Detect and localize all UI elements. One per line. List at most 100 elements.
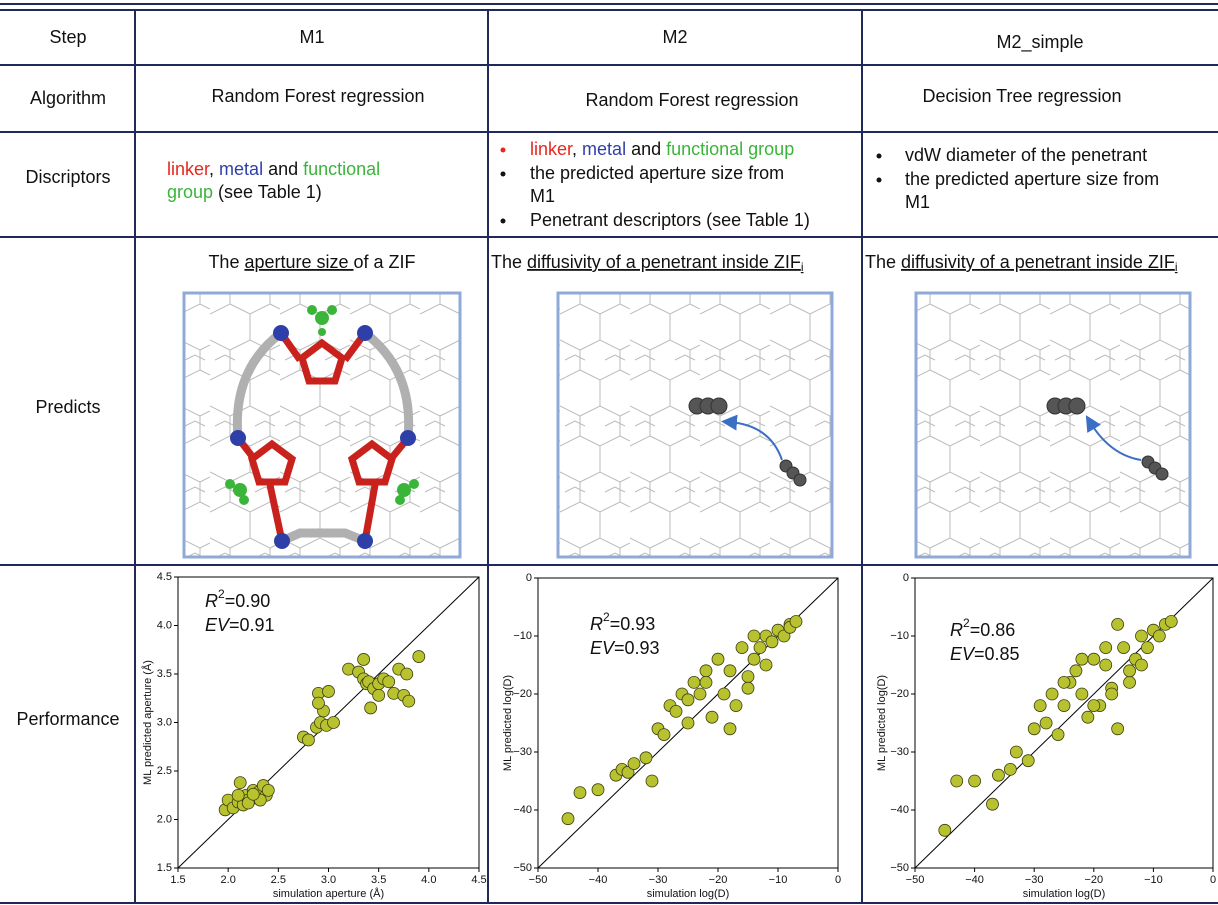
y-tick-label: 4.5 xyxy=(157,571,172,583)
cell-line: group (see Table 1) xyxy=(167,182,322,202)
annotation-var: EV xyxy=(950,644,976,664)
y-tick-label: −20 xyxy=(513,688,532,700)
y-axis-label: ML predicted log(D) xyxy=(502,675,514,771)
point xyxy=(1057,699,1071,712)
text: and xyxy=(263,159,303,179)
y-tick-label: 2.0 xyxy=(157,813,172,825)
point xyxy=(1135,658,1148,672)
point xyxy=(986,797,999,811)
point xyxy=(687,676,701,689)
x-tick-label: 0 xyxy=(1210,874,1216,886)
header-cell: M1 xyxy=(299,27,324,47)
y-tick-label: 0 xyxy=(903,572,909,584)
functional: group xyxy=(167,182,213,202)
point xyxy=(1033,699,1047,712)
x-axis-label: simulation aperture (Å) xyxy=(273,887,384,900)
annotation-value: =0.93 xyxy=(610,614,656,634)
point xyxy=(717,687,731,701)
cell-line: linker, metal and functional group xyxy=(530,139,794,159)
cell-title: The aperture size of a ZIF xyxy=(208,252,415,272)
point xyxy=(573,786,587,799)
point xyxy=(705,710,719,724)
point xyxy=(1141,641,1154,654)
point xyxy=(1123,664,1136,678)
cell: Decision Tree regression xyxy=(922,86,1121,106)
annotation-value: =0.93 xyxy=(614,638,660,658)
point xyxy=(400,667,414,681)
bullet xyxy=(500,218,506,224)
point xyxy=(246,787,260,801)
point xyxy=(627,757,641,770)
y-tick-label: −50 xyxy=(890,862,909,874)
y-tick-label: −30 xyxy=(890,746,909,758)
cell-line: vdW diameter of the penetrant xyxy=(905,145,1147,165)
metal: metal xyxy=(219,159,263,179)
underlined: aperture size xyxy=(244,252,353,272)
image-frame xyxy=(914,291,1192,559)
y-tick-label: 3.0 xyxy=(157,716,172,728)
annotation-sup: 2 xyxy=(603,610,610,624)
point xyxy=(950,774,964,788)
row-label: Algorithm xyxy=(30,88,106,108)
point xyxy=(968,774,981,788)
point xyxy=(1111,618,1125,631)
linker: linker xyxy=(167,159,210,179)
point xyxy=(729,699,743,712)
annotation-var: R xyxy=(590,614,603,634)
point xyxy=(693,687,707,701)
point xyxy=(1099,641,1113,654)
y-axis-label: ML predicted aperture (Å) xyxy=(141,660,154,785)
point xyxy=(992,768,1005,782)
point xyxy=(1105,687,1119,701)
penetrant xyxy=(1046,397,1086,415)
x-tick-label: 2.0 xyxy=(221,874,236,886)
arrow xyxy=(721,414,783,461)
point xyxy=(1081,710,1095,724)
point xyxy=(777,629,791,643)
bullet xyxy=(876,153,882,159)
cell-line: Penetrant descriptors (see Table 1) xyxy=(530,210,810,230)
point xyxy=(1021,754,1035,768)
point xyxy=(231,788,245,802)
x-tick-label: −40 xyxy=(965,874,984,886)
point xyxy=(1152,629,1166,643)
annotation-var: EV xyxy=(205,615,231,635)
x-tick-label: 4.5 xyxy=(471,874,486,886)
x-tick-label: 1.5 xyxy=(170,874,185,886)
point xyxy=(1069,664,1083,678)
point xyxy=(1009,745,1023,759)
point xyxy=(561,812,575,826)
point xyxy=(322,685,335,698)
point xyxy=(639,751,653,765)
underlined: diffusivity of a penetrant inside ZIF xyxy=(527,252,801,272)
row-label: Performance xyxy=(16,709,119,729)
x-tick-label: −30 xyxy=(649,874,668,886)
point xyxy=(645,774,659,788)
annotation: EV=0.93 xyxy=(590,638,660,658)
linker: linker xyxy=(530,139,573,159)
x-tick-label: 3.5 xyxy=(371,874,386,886)
subscript: i xyxy=(1175,260,1178,274)
x-axis-label: simulation log(D) xyxy=(647,888,730,900)
annotation-value: =0.90 xyxy=(225,591,271,611)
zif-illustration xyxy=(182,291,462,559)
text: , xyxy=(209,159,219,179)
annotation-var: R xyxy=(205,591,218,611)
x-tick-label: −10 xyxy=(1144,874,1163,886)
point xyxy=(1003,763,1017,776)
penetrant xyxy=(779,459,807,487)
text: The xyxy=(865,252,901,272)
penetrant xyxy=(1141,455,1169,481)
x-tick-label: −10 xyxy=(769,874,788,886)
point xyxy=(657,728,671,741)
y-tick-label: −40 xyxy=(890,804,909,816)
annotation-sup: 2 xyxy=(963,616,970,630)
point xyxy=(741,681,755,695)
y-tick-label: 3.5 xyxy=(157,668,172,680)
point xyxy=(741,670,755,683)
header-cell: M2_simple xyxy=(996,32,1083,53)
row-label: Discriptors xyxy=(25,167,110,187)
functional: functional xyxy=(303,159,380,179)
header-cell: Step xyxy=(49,27,86,47)
